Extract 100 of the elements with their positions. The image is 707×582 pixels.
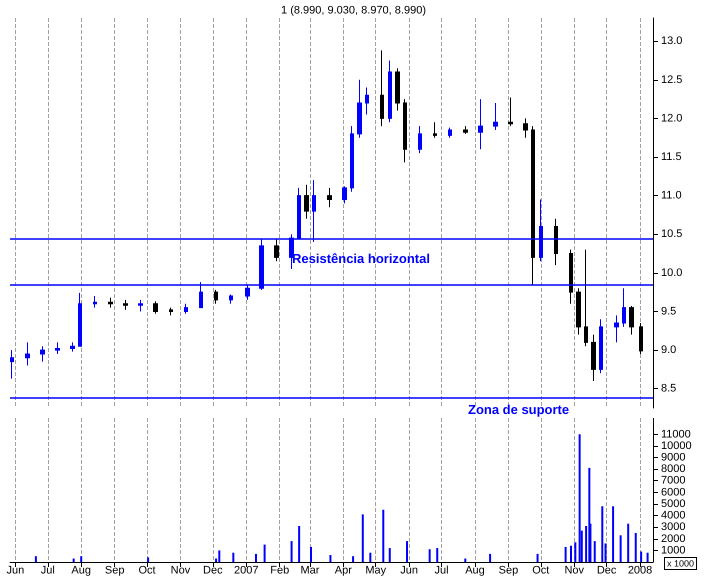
x-tick-label: Jun — [400, 564, 418, 576]
x-tick-label: 2007 — [234, 564, 259, 576]
candlestick — [418, 126, 422, 154]
x-tick-label: Apr — [334, 564, 352, 576]
bar — [436, 548, 438, 562]
bar — [388, 548, 391, 562]
candlestick — [493, 102, 498, 130]
bar — [218, 550, 220, 562]
candlestick — [639, 322, 643, 354]
x-tick-label: Dec — [596, 564, 617, 576]
bar — [578, 434, 581, 562]
candlestick — [327, 187, 332, 208]
y-tick-label: 9.0 — [661, 344, 676, 356]
candlestick — [531, 126, 535, 286]
x-tick-label: Oct — [532, 564, 550, 576]
y-tick-label: 9.5 — [661, 305, 676, 318]
bar — [536, 554, 539, 562]
bar — [464, 558, 466, 562]
y-tick-label: 9000 — [661, 451, 686, 464]
bar — [594, 541, 596, 562]
candlestick — [78, 292, 82, 347]
bar — [72, 558, 75, 562]
candlestick — [403, 98, 407, 163]
y-tick-label: 11.0 — [661, 190, 682, 202]
candlestick — [508, 97, 513, 127]
candlestick — [55, 342, 60, 354]
candlestick — [304, 184, 309, 220]
bar — [428, 549, 431, 562]
bar — [232, 552, 234, 562]
bar — [627, 524, 630, 562]
candlestick — [629, 306, 634, 336]
x-tick-label: 2008 — [628, 564, 652, 576]
y-tick-label: 6000 — [661, 486, 686, 498]
x-tick-label: Dec — [203, 564, 224, 576]
y-tick-label: 8.5 — [661, 382, 676, 395]
x-tick-label: Jul — [40, 564, 55, 576]
y-tick-label: 2000 — [661, 532, 686, 545]
y-tick-label: 12.5 — [661, 74, 682, 86]
y-tick-label: 11.5 — [661, 151, 682, 164]
candlestick — [184, 303, 188, 314]
candlestick — [138, 299, 143, 312]
bar — [264, 544, 266, 562]
candlestick — [123, 299, 128, 310]
candlestick — [25, 342, 30, 366]
candlestick — [40, 346, 45, 362]
candlestick — [395, 68, 400, 112]
x-tick-label: Mar — [300, 564, 320, 576]
bar — [612, 506, 614, 562]
candlestick — [478, 98, 483, 150]
y-tick-label: 4000 — [661, 510, 686, 522]
text: x 1000 — [667, 558, 694, 568]
candlestick — [229, 294, 233, 304]
x-tick-label: Jun — [6, 564, 24, 576]
y-tick-label: 11000 — [661, 428, 691, 440]
candlestick — [576, 288, 581, 336]
chart-title: 1 (8.990, 9.030, 8.970, 8.990) — [281, 4, 426, 16]
y-tick-label: 10000 — [661, 440, 692, 452]
bar — [147, 557, 150, 562]
candlestick — [584, 249, 588, 347]
y-tick-label: 1000 — [661, 544, 686, 556]
candlestick — [554, 218, 558, 266]
candlestick — [523, 118, 528, 138]
bar — [369, 552, 372, 562]
x-tick-label: Oct — [138, 564, 156, 576]
y-tick-label: 10.5 — [661, 228, 682, 240]
candlestick — [169, 307, 173, 316]
x-tick-label: May — [365, 564, 387, 576]
bar — [406, 541, 408, 562]
bar — [352, 556, 354, 562]
candlestick — [350, 126, 354, 192]
x-tick-label: Aug — [71, 564, 91, 576]
x-tick-label: Nov — [564, 564, 585, 576]
y-tick-label: 12.0 — [661, 112, 682, 124]
bar — [329, 555, 332, 562]
bar — [564, 546, 567, 562]
bar — [382, 510, 384, 562]
y-tick-label: 3000 — [661, 521, 686, 534]
bar — [298, 526, 300, 562]
x-tick-label: Jul — [434, 564, 449, 576]
bar — [362, 514, 364, 562]
candlestick — [599, 318, 603, 374]
x-tick-label: Sep — [104, 564, 124, 576]
candlestick — [93, 296, 97, 308]
candlestick — [614, 314, 619, 343]
bar — [34, 556, 37, 562]
candlestick — [380, 50, 384, 127]
candlestick — [70, 342, 75, 352]
x-tick-label: Aug — [465, 564, 485, 576]
candlestick — [622, 288, 626, 328]
bar — [601, 506, 604, 562]
candlestick — [10, 350, 14, 380]
y-tick-label: 5000 — [661, 498, 686, 510]
x-tick-label: Nov — [170, 564, 191, 576]
candlestick — [591, 334, 596, 382]
x-tick-label: Feb — [270, 564, 290, 576]
annotation: Resistência horizontal — [292, 251, 430, 266]
annotation: Zona de suporte — [468, 402, 570, 417]
bar — [310, 546, 312, 562]
candlestick — [214, 289, 218, 304]
x-tick-label: Sep — [498, 564, 518, 576]
